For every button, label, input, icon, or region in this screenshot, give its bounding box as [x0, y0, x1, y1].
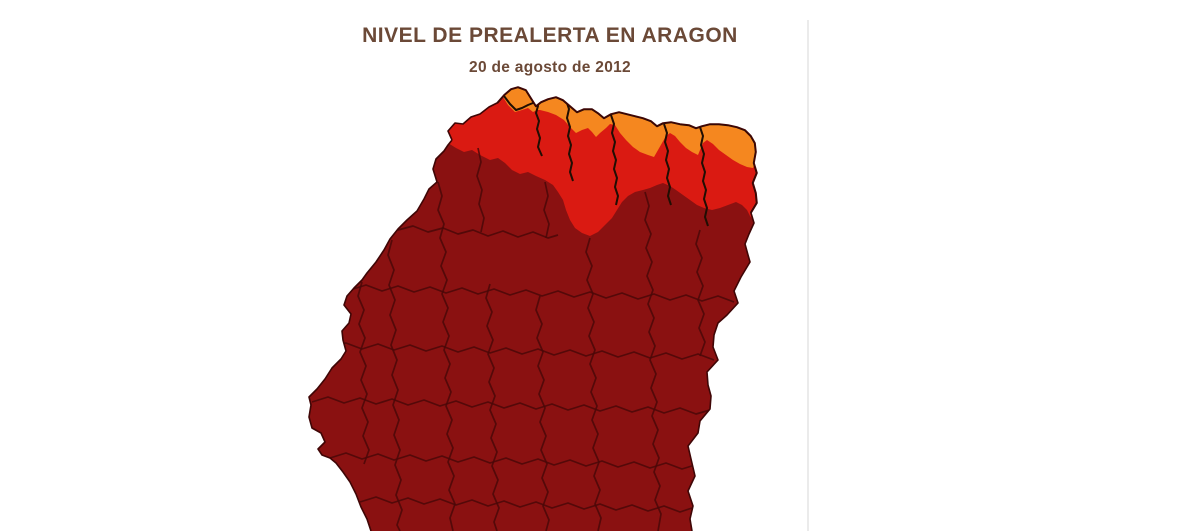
- comarca-border-line: [329, 452, 696, 470]
- comarca-border-line: [644, 191, 662, 531]
- comarca-border-line: [535, 295, 550, 531]
- comarca-border-line: [387, 239, 403, 531]
- prealert-figure: NIVEL DE PREALERTA EN ARAGON 20 de agost…: [300, 0, 800, 531]
- north-border-line: [565, 99, 574, 182]
- map-date: 20 de agosto de 2012: [469, 59, 631, 76]
- comarca-border-line: [357, 281, 370, 465]
- comarca-border-line: [485, 283, 500, 531]
- comarca-borders: [311, 147, 735, 531]
- comarca-border-line: [349, 284, 735, 303]
- comarca-border-line: [311, 396, 711, 415]
- comarca-border-line: [695, 229, 706, 357]
- comarca-border-line: [585, 237, 602, 531]
- comarca-border-line: [543, 181, 550, 239]
- comarca-border-line: [359, 496, 693, 513]
- content-divider-line: [807, 20, 809, 531]
- comarca-border-line: [476, 147, 485, 233]
- north-border-line: [610, 114, 619, 206]
- comarca-border-line: [397, 225, 559, 239]
- north-border-line: [663, 123, 672, 206]
- north-border-line: [699, 126, 709, 227]
- map-title: NIVEL DE PREALERTA EN ARAGON: [362, 24, 738, 47]
- aragon-outline: [308, 86, 758, 531]
- comarca-border-line: [437, 181, 456, 531]
